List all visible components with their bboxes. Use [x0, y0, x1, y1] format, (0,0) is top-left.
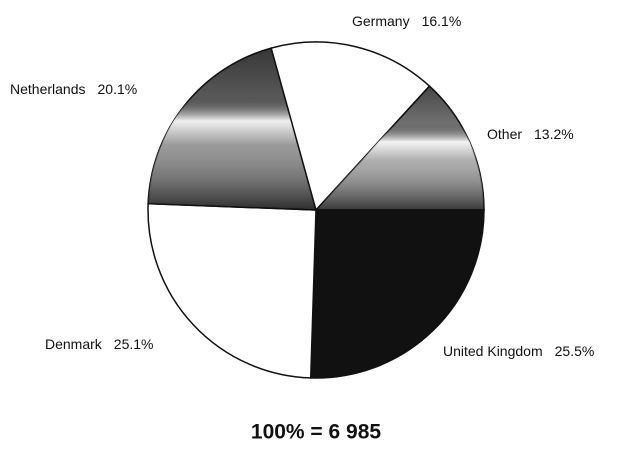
pie-slice	[309, 209, 485, 379]
slice-label: Denmark 25.1%	[45, 336, 154, 352]
slice-label: Other 13.2%	[487, 126, 574, 142]
value-label: 25.5%	[555, 343, 595, 359]
value-label: 20.1%	[98, 81, 138, 97]
pie-slice	[147, 202, 317, 379]
slice-texture	[316, 86, 484, 210]
slice-label: United Kingdom 25.5%	[443, 343, 594, 359]
value-label: 25.1%	[114, 336, 154, 352]
pie-slice	[270, 41, 431, 212]
pie	[147, 41, 485, 379]
value-label: 16.1%	[422, 13, 462, 29]
value-label: 13.2%	[534, 126, 574, 142]
category-name: Netherlands	[10, 81, 86, 97]
total-label: 100% = 6 985	[251, 421, 382, 444]
labels: United Kingdom 25.5% Denmark 25.1% Netherlan…	[10, 13, 594, 359]
slice-label: Germany 16.1%	[352, 13, 461, 29]
category-name: Denmark	[45, 336, 103, 352]
slice-texture	[148, 48, 316, 210]
category-name: Germany	[352, 13, 410, 29]
category-name: Other	[487, 126, 522, 142]
category-name: United Kingdom	[443, 343, 543, 359]
slice-label: Netherlands 20.1%	[10, 81, 137, 97]
